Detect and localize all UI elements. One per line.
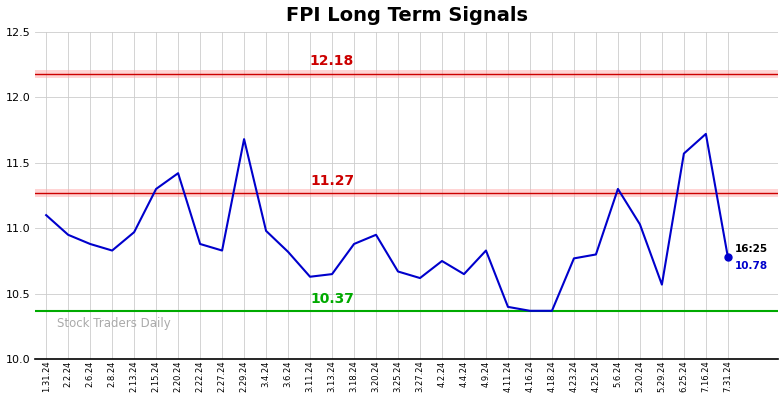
Bar <box>35 189 779 197</box>
Title: FPI Long Term Signals: FPI Long Term Signals <box>286 6 528 25</box>
Text: 12.18: 12.18 <box>310 55 354 68</box>
Text: Stock Traders Daily: Stock Traders Daily <box>57 317 171 330</box>
Text: 10.78: 10.78 <box>735 261 768 271</box>
Point <box>721 254 734 260</box>
Text: 10.37: 10.37 <box>310 292 354 306</box>
Text: 16:25: 16:25 <box>735 244 768 254</box>
Text: 11.27: 11.27 <box>310 174 354 187</box>
Bar <box>35 70 779 78</box>
